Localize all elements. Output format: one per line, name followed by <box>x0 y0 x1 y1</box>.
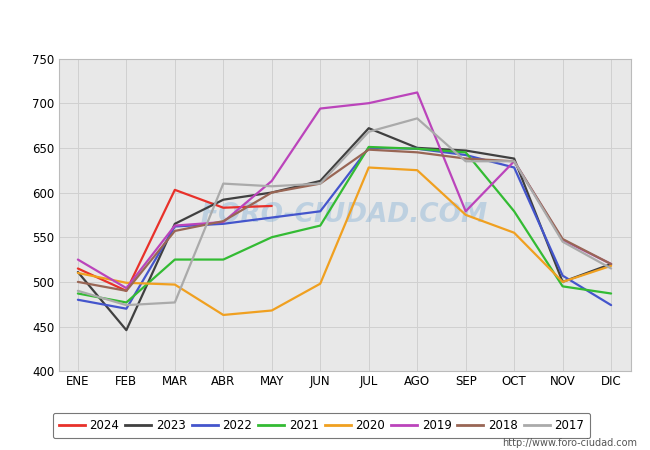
Legend: 2024, 2023, 2022, 2021, 2020, 2019, 2018, 2017: 2024, 2023, 2022, 2021, 2020, 2019, 2018… <box>53 413 590 438</box>
Text: http://www.foro-ciudad.com: http://www.foro-ciudad.com <box>502 438 637 448</box>
Text: FORO-CIUDAD.COM: FORO-CIUDAD.COM <box>201 202 488 228</box>
Text: Afiliados en Potes a 31/5/2024: Afiliados en Potes a 31/5/2024 <box>183 15 467 34</box>
